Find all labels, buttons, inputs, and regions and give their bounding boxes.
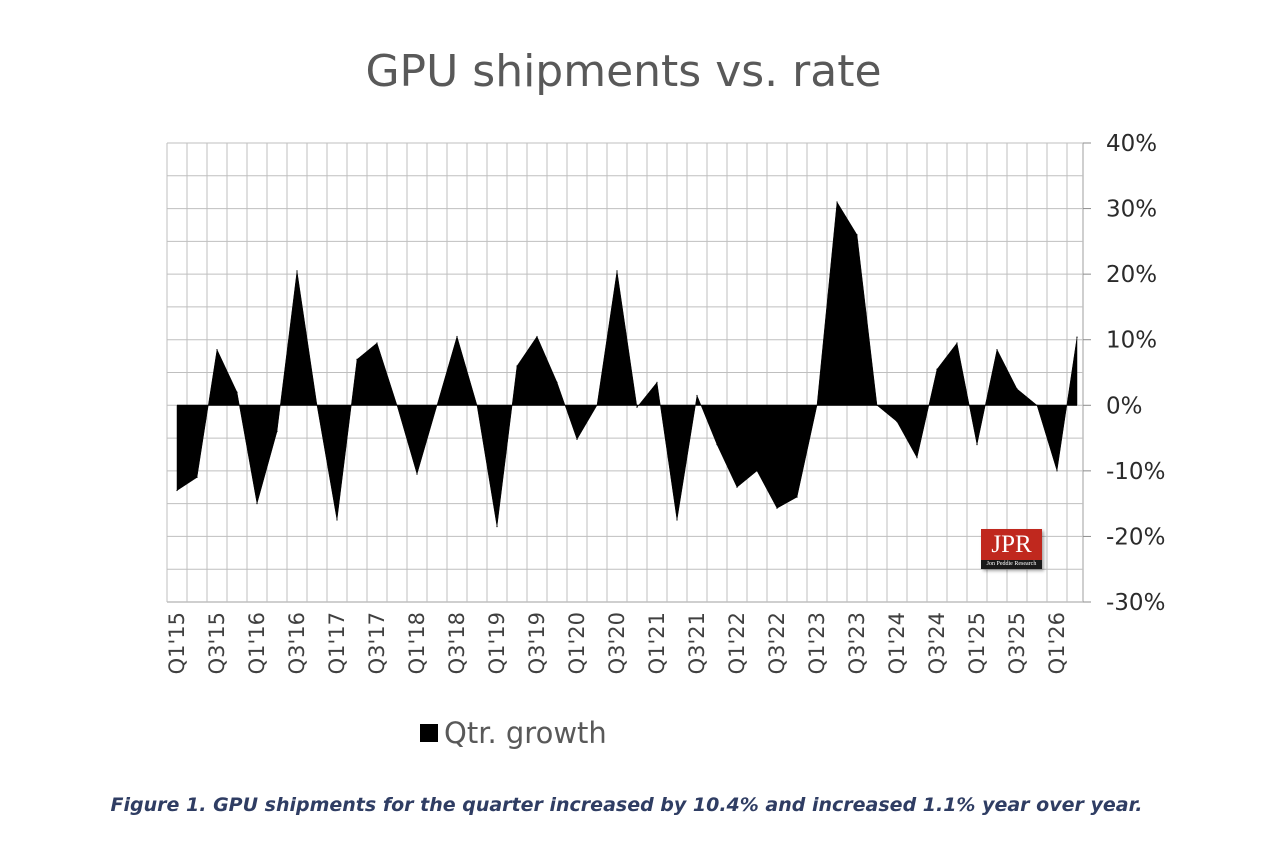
data-point: [636, 406, 638, 408]
data-point: [836, 201, 838, 203]
data-point: [696, 394, 698, 397]
legend-swatch: [420, 724, 438, 742]
x-tick-label: Q3'20: [605, 612, 629, 674]
chart-title: GPU shipments vs. rate: [365, 46, 882, 97]
data-point: [1076, 336, 1078, 338]
data-point: [536, 335, 538, 338]
x-tick-label: Q1'25: [965, 612, 989, 674]
data-point: [376, 342, 378, 344]
x-tick-label: Q3'18: [445, 612, 469, 674]
data-point: [336, 519, 338, 521]
x-tick-label: Q3'24: [925, 612, 949, 674]
x-tick-label: Q3'17: [365, 612, 389, 674]
data-point: [356, 358, 358, 360]
data-point: [436, 404, 438, 406]
data-point: [176, 489, 178, 492]
y-tick-label: 40%: [1106, 131, 1157, 157]
chart-grid: [166, 142, 1083, 603]
legend-label: Qtr. growth: [444, 716, 607, 750]
x-tick-label: Q3'19: [525, 612, 549, 674]
jpr-logo: JPR Jon Peddie Research: [981, 529, 1042, 569]
data-point: [776, 507, 778, 509]
data-point: [976, 444, 978, 446]
data-point: [676, 519, 678, 521]
y-tick-label: -10%: [1106, 459, 1165, 485]
data-point: [416, 473, 418, 475]
data-point: [936, 368, 938, 370]
data-point: [556, 381, 558, 383]
data-point: [496, 525, 498, 528]
y-tick-label: -20%: [1106, 524, 1165, 550]
x-tick-label: Q1'20: [565, 612, 589, 674]
data-point: [876, 404, 878, 406]
chart-area: [176, 201, 1078, 528]
x-tick-label: Q1'15: [165, 612, 189, 674]
x-tick-label: Q3'22: [765, 612, 789, 674]
x-tick-label: Q1'26: [1045, 612, 1069, 674]
x-tick-label: Q1'21: [645, 612, 669, 674]
y-tick-label: -30%: [1106, 590, 1165, 616]
data-point: [896, 421, 898, 423]
data-point: [216, 348, 218, 351]
chart-axes: 40% 30% 20% 10% 0% -10% -20% -30% Q1'15 Q3'15 Q1'1…: [165, 131, 1165, 674]
x-tick-label: Q3'25: [1005, 612, 1029, 674]
data-point: [916, 457, 918, 459]
data-point: [516, 365, 518, 367]
data-point: [1016, 388, 1018, 390]
x-tick-label: Q3'15: [205, 612, 229, 674]
data-point: [256, 503, 258, 505]
data-point: [996, 348, 998, 351]
chart-legend: Qtr. growth: [420, 716, 607, 750]
x-tick-label: Q3'16: [285, 612, 309, 674]
x-tick-label: Q1'19: [485, 612, 509, 674]
data-point: [656, 381, 658, 383]
y-tick-label: 10%: [1106, 328, 1157, 354]
data-point: [576, 438, 578, 440]
y-tick-label: 0%: [1106, 393, 1143, 419]
data-point: [396, 404, 398, 406]
jpr-logo-text: JPR: [991, 531, 1032, 558]
data-point: [616, 270, 618, 272]
data-point: [316, 404, 318, 406]
data-point: [716, 444, 718, 446]
jpr-logo-subtext: Jon Peddie Research: [981, 560, 1042, 569]
x-tick-label: Q1'23: [805, 612, 829, 674]
data-point: [956, 342, 958, 344]
x-tick-label: Q1'18: [405, 612, 429, 674]
x-tick-label: Q1'17: [325, 612, 349, 674]
data-point: [1056, 470, 1058, 472]
data-point: [736, 486, 738, 488]
data-point: [196, 476, 198, 479]
y-tick-label: 20%: [1106, 262, 1157, 288]
data-point: [596, 404, 598, 406]
data-point: [476, 404, 478, 406]
data-point: [816, 404, 818, 406]
x-tick-label: Q1'24: [885, 612, 909, 674]
data-point: [756, 470, 758, 472]
y-tick-label: 30%: [1106, 197, 1157, 223]
x-tick-label: Q1'22: [725, 612, 749, 674]
data-point: [276, 430, 278, 433]
data-point: [796, 496, 798, 498]
figure-caption: Figure 1. GPU shipments for the quarter …: [110, 794, 1143, 816]
x-tick-label: Q1'16: [245, 612, 269, 674]
data-point: [236, 391, 238, 393]
data-point: [456, 335, 458, 338]
data-point: [296, 270, 298, 272]
x-tick-label: Q3'21: [685, 612, 709, 674]
data-point: [856, 234, 858, 236]
data-point: [1036, 404, 1038, 406]
x-tick-label: Q3'23: [845, 612, 869, 674]
